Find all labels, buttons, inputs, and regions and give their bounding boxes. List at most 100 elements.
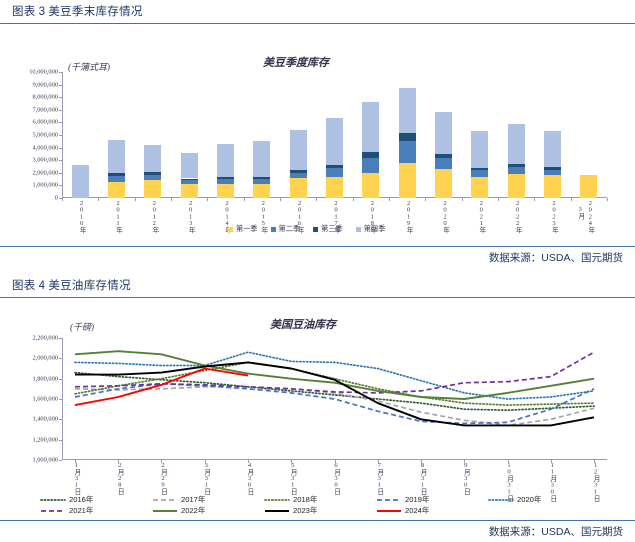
bar-y-tick-label: 1,000,000 — [32, 181, 58, 189]
line-chart-legend: 2016年 2017年 2018年 2019年 2020年 2021年 2022年 2023年… — [40, 494, 600, 516]
bar-chart-title: 美豆季度库存 — [263, 57, 329, 69]
bar-group — [398, 72, 416, 198]
bar-segment — [471, 176, 489, 198]
bar-y-tick-label: 6,000,000 — [32, 118, 58, 126]
bar-x-tick-mark — [534, 198, 536, 201]
bar-x-tick-label: 2013年 — [187, 200, 195, 234]
line-y-tick-mark — [59, 338, 62, 339]
line-legend-item[interactable]: 2016年 — [40, 494, 152, 505]
line-x-tick-mark — [334, 460, 336, 463]
legend-line-sample-icon — [153, 510, 177, 512]
bar-legend-item[interactable]: 第四季 — [355, 224, 385, 234]
line-series-path — [74, 361, 595, 406]
line-legend-item[interactable]: 2017年 — [152, 494, 264, 505]
bar-segment — [144, 175, 162, 181]
bar-legend-item[interactable]: 第一季 — [228, 224, 258, 234]
bar-segment — [289, 172, 307, 179]
bar-x-tick-label: 2011年 — [114, 200, 122, 234]
line-legend-label: 2017年 — [181, 495, 206, 504]
line-x-tick-label: 2月28日 — [116, 462, 124, 495]
bar-segment — [580, 175, 598, 198]
bar-segment — [253, 177, 271, 180]
bar-legend-item[interactable]: 第三季 — [313, 224, 343, 234]
bar-segment — [253, 183, 271, 198]
bar-y-tick-label: 10,000,000 — [29, 68, 58, 76]
soybean-oil-stocks-chart: (千磅) 美国豆油库存 2,200,000 2,000,000 1,800,000 1… — [0, 298, 635, 520]
line-y-tick-mark — [59, 419, 62, 421]
bar-y-tick-label: 3,000,000 — [32, 156, 58, 164]
bar-segment — [326, 167, 343, 177]
line-legend-item[interactable]: 2019年 — [376, 494, 488, 505]
bar-y-tick-mark — [59, 172, 62, 174]
line-x-tick-mark — [507, 460, 509, 463]
line-chart-unit-label: (千磅) — [70, 322, 94, 332]
bar-segment — [362, 102, 380, 153]
bar-segment — [144, 145, 162, 173]
figure-3-header-prefix: 图表 — [12, 6, 36, 18]
line-legend-row: 2021年 2022年 2023年 2024年 — [40, 505, 600, 516]
bar-y-tick-mark — [59, 97, 62, 99]
bar-plot-area — [59, 72, 608, 201]
figure-3-source: 数据来源：USDA、国元期货 — [0, 246, 635, 268]
line-x-tick-mark — [594, 460, 596, 463]
line-legend-item[interactable]: 2021年 — [40, 505, 152, 516]
bar-segment — [435, 169, 452, 198]
bar-legend-label: 第一季 — [236, 225, 258, 233]
bar-segment — [71, 165, 89, 198]
bar-segment — [544, 175, 561, 198]
bar-x-tick-label: 2014年 — [223, 200, 231, 234]
bar-y-tick-mark — [59, 198, 62, 199]
bar-x-tick-mark — [425, 198, 427, 201]
bar-segment — [507, 174, 525, 198]
line-x-tick-label: 6月30日 — [332, 462, 340, 495]
legend-line-sample-icon — [377, 499, 401, 501]
bar-segment — [253, 179, 271, 184]
line-legend-label: 2018年 — [293, 495, 318, 504]
bar-segment — [362, 173, 380, 198]
line-series-path — [74, 382, 595, 425]
bar-group — [108, 72, 125, 198]
figure-3-block: 图表 3 美豆季末库存情况 (千蒲式耳) 美豆季度库存 10,000,000 9,00… — [0, 0, 635, 268]
figure-4-header-prefix: 图表 — [12, 280, 36, 292]
bar-y-tick-mark — [59, 160, 62, 162]
figure-4-block: 图表 4 美豆油库存情况 (千磅) 美国豆油库存 2,200,000 2,000,00… — [0, 274, 635, 542]
bar-x-tick-mark — [316, 198, 318, 201]
legend-line-sample-icon — [488, 499, 514, 501]
line-legend-label: 2021年 — [69, 506, 94, 515]
line-x-tick-mark — [74, 460, 76, 463]
bar-y-tick-mark — [59, 147, 62, 149]
bar-y-tick-label: 2,000,000 — [32, 169, 58, 177]
line-y-tick-label: 1,000,000 — [32, 456, 58, 464]
legend-line-sample-icon — [377, 510, 401, 512]
bar-segment — [108, 182, 125, 198]
bar-x-tick-mark — [461, 198, 463, 201]
bar-segment — [398, 87, 416, 133]
line-x-tick-label: 1月31日 — [72, 462, 80, 495]
bar-segment — [471, 167, 489, 171]
line-legend-item[interactable]: 2018年 — [264, 494, 376, 505]
bar-group — [71, 72, 89, 198]
bar-x-tick-label-note: 3月 — [576, 206, 584, 220]
line-x-tick-labels: 1月31日 2月28日 2月29日 3月31日 4月30日 5月31日 6月30日 7月31日… — [62, 462, 607, 501]
bar-x-tick-label: 2016年 — [296, 200, 304, 234]
bar-segment — [289, 178, 307, 198]
bar-segment — [289, 170, 307, 173]
bar-segment — [471, 170, 489, 177]
bar-segment — [435, 153, 452, 158]
line-y-tick-mark — [59, 439, 62, 441]
bar-legend-item[interactable]: 第二季 — [270, 224, 300, 234]
bar-y-tick-labels: 10,000,000 9,000,000 8,000,000 7,000,000 6,0… — [0, 68, 58, 202]
bar-segment — [217, 177, 234, 180]
line-legend-item[interactable]: 2020年 — [488, 494, 600, 505]
bar-group — [580, 72, 598, 198]
bar-y-tick-mark — [59, 135, 62, 136]
line-y-tick-label: 2,000,000 — [32, 354, 58, 362]
bar-x-tick-mark — [389, 198, 390, 201]
line-legend-item[interactable]: 2024年 — [376, 505, 488, 516]
bar-segment — [362, 152, 380, 158]
line-legend-item[interactable]: 2022年 — [152, 505, 264, 516]
bar-group — [144, 72, 162, 198]
line-legend-item[interactable]: 2023年 — [264, 505, 376, 516]
bar-y-tick-mark — [59, 84, 62, 86]
bar-x-tick-mark — [352, 198, 354, 201]
